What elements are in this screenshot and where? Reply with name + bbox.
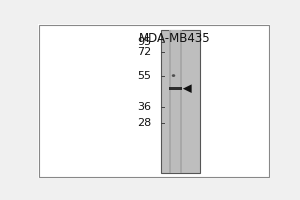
- Bar: [171, 30, 180, 173]
- Text: 95: 95: [137, 37, 152, 47]
- Polygon shape: [183, 84, 192, 93]
- Text: 36: 36: [137, 102, 152, 112]
- Text: MDA-MB435: MDA-MB435: [139, 32, 211, 45]
- Text: 55: 55: [137, 71, 152, 81]
- Ellipse shape: [172, 74, 175, 77]
- Text: 72: 72: [137, 47, 152, 57]
- Text: 28: 28: [137, 118, 152, 128]
- Bar: [169, 87, 182, 90]
- Bar: [169, 30, 182, 173]
- Bar: [161, 30, 200, 173]
